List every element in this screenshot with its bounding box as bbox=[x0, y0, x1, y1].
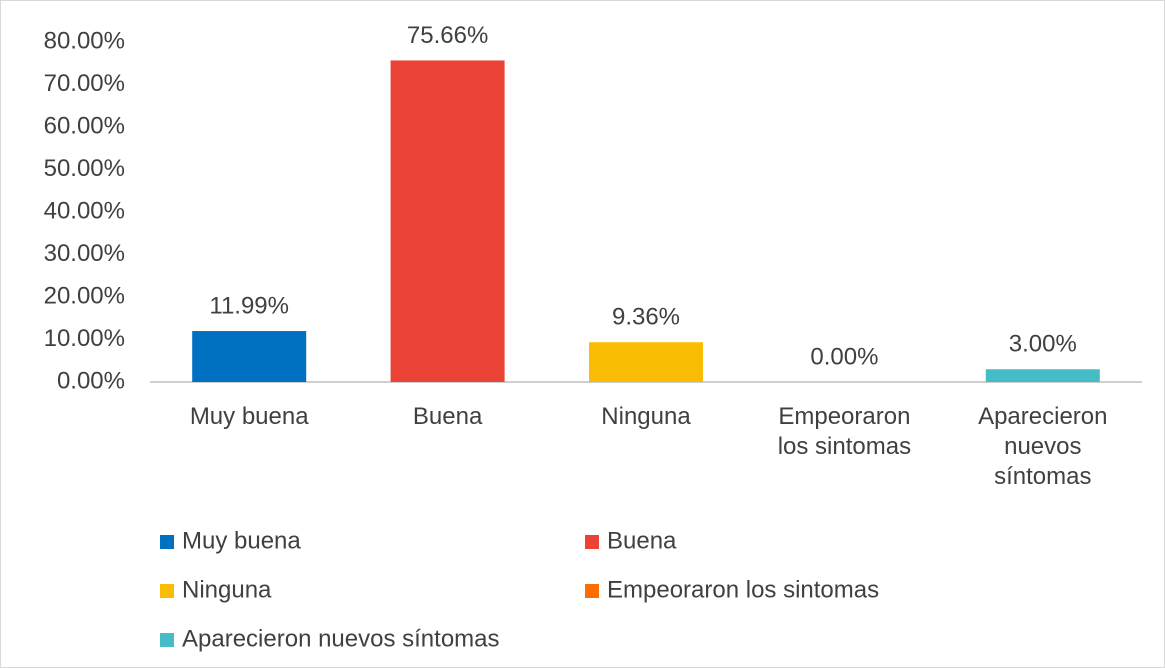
legend-label: Empeoraron los sintomas bbox=[607, 576, 879, 603]
x-tick-label: Ninguna bbox=[601, 403, 691, 430]
bar bbox=[192, 331, 307, 382]
legend-label: Ninguna bbox=[182, 576, 272, 603]
legend-swatch bbox=[585, 584, 599, 598]
y-tick-label: 80.00% bbox=[44, 27, 125, 54]
data-label: 75.66% bbox=[407, 22, 488, 49]
y-tick-label: 20.00% bbox=[44, 282, 125, 309]
x-tick-label: Aparecieron nuevos síntomas bbox=[978, 403, 1108, 490]
x-tick-label: Empeoraron los sintomas bbox=[777, 403, 912, 460]
data-label: 11.99% bbox=[209, 292, 289, 319]
y-tick-label: 60.00% bbox=[44, 112, 125, 139]
bar bbox=[589, 342, 703, 382]
x-tick-label: Buena bbox=[412, 403, 483, 430]
y-tick-label: 10.00% bbox=[44, 325, 125, 352]
y-tick-label: 70.00% bbox=[44, 70, 125, 97]
y-tick-label: 0.00% bbox=[57, 367, 125, 394]
data-label: 0.00% bbox=[810, 343, 878, 370]
y-tick-label: 30.00% bbox=[44, 240, 125, 267]
data-label: 9.36% bbox=[612, 304, 680, 331]
legend-swatch bbox=[160, 535, 174, 549]
y-tick-label: 40.00% bbox=[44, 197, 125, 224]
legend-label: Muy buena bbox=[182, 527, 301, 554]
legend-label: Buena bbox=[607, 527, 677, 554]
legend-swatch bbox=[160, 633, 174, 647]
bar bbox=[985, 369, 1100, 382]
data-label: 3.00% bbox=[1009, 331, 1077, 358]
legend-swatch bbox=[160, 584, 174, 598]
legend-label: Aparecieron nuevos síntomas bbox=[182, 625, 500, 652]
y-tick-label: 50.00% bbox=[44, 155, 125, 182]
x-tick-label: Muy buena bbox=[189, 403, 309, 430]
bar bbox=[390, 60, 505, 382]
legend-swatch bbox=[585, 535, 599, 549]
